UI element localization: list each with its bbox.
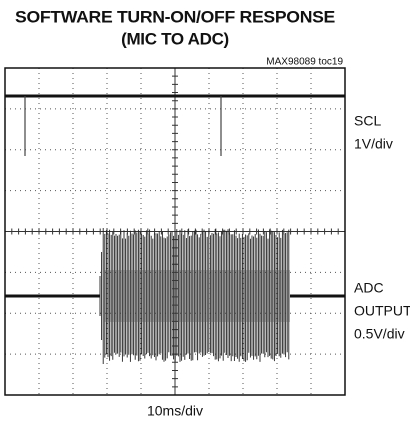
channel-name: SCL bbox=[354, 113, 381, 129]
time-scale: 10ms/div bbox=[147, 403, 203, 419]
scope-frame bbox=[4, 67, 346, 396]
adc-burst bbox=[99, 228, 290, 364]
adc-burst-core bbox=[104, 270, 290, 322]
channel-scale: 0.5V/div bbox=[354, 326, 405, 342]
title-line: SOFTWARE TURN-ON/OFF RESPONSE bbox=[15, 7, 335, 26]
figure-note: MAX98089 toc19 bbox=[266, 57, 343, 68]
channel-name: ADC bbox=[354, 280, 384, 296]
channel-scale: 1V/div bbox=[354, 136, 393, 152]
channel-name: OUTPUT bbox=[354, 303, 410, 319]
title-line: (MIC TO ADC) bbox=[121, 29, 229, 48]
traces bbox=[5, 94, 345, 364]
